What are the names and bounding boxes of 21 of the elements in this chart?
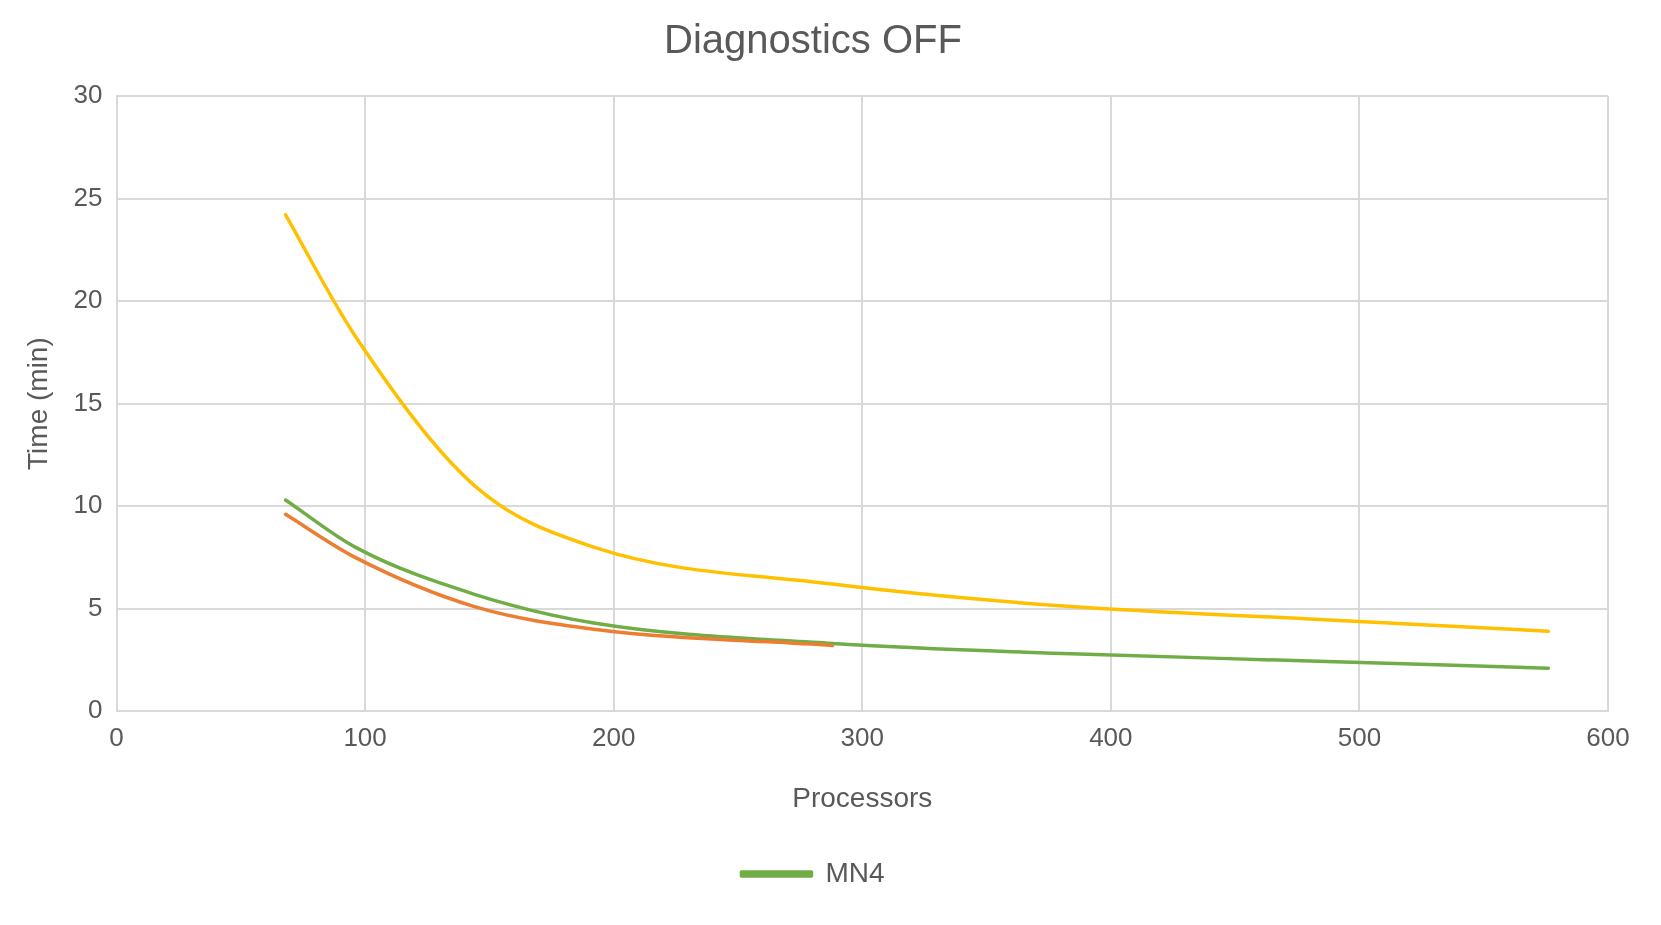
y-tick-label: 0 <box>88 694 103 725</box>
chart-title: Diagnostics OFF <box>664 17 962 62</box>
x-tick-label: 300 <box>840 721 884 752</box>
y-tick-label: 5 <box>88 591 103 622</box>
x-tick-label: 0 <box>109 721 124 752</box>
x-tick-label: 200 <box>591 721 636 752</box>
x-tick-label: 600 <box>1586 721 1630 752</box>
y-tick-label: 25 <box>73 181 103 212</box>
legend-label: MN4 <box>825 856 885 888</box>
y-tick-label: 30 <box>73 79 103 110</box>
y-tick-label: 20 <box>73 284 103 315</box>
line-series <box>283 512 835 648</box>
x-axis-title: Processors <box>792 781 933 813</box>
y-axis-title: Time (min) <box>21 337 53 470</box>
x-tick-label: 500 <box>1337 721 1382 752</box>
x-tick-label: 400 <box>1089 721 1133 752</box>
y-tick-label: 10 <box>73 489 103 520</box>
x-tick-label: 100 <box>343 721 387 752</box>
line-series <box>283 498 1551 670</box>
line-series <box>283 213 1551 633</box>
y-tick-label: 15 <box>73 386 103 417</box>
